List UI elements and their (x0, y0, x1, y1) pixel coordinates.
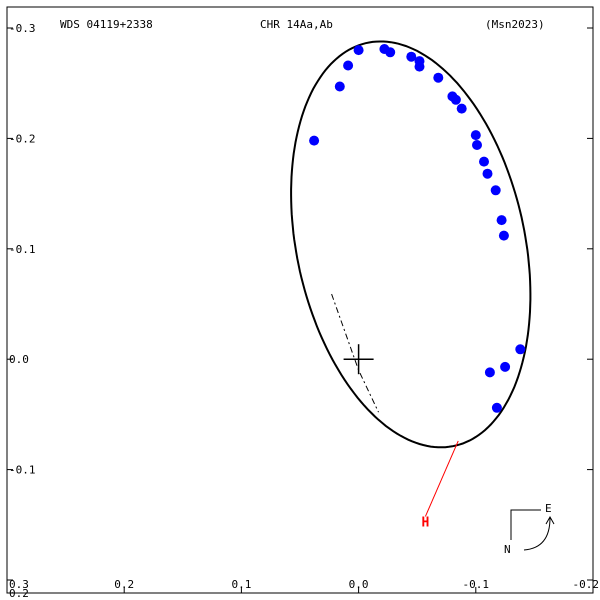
observation-point (472, 140, 482, 150)
observation-point (385, 47, 396, 58)
compass-arrow (523, 517, 551, 551)
observation-point (490, 185, 501, 196)
residual-lines (310, 44, 524, 412)
periastron-marker: H (421, 440, 459, 530)
compass-east-label: E (545, 502, 552, 515)
y-tick-label: -0.1 (9, 243, 36, 256)
y-axis-ticks: -0.3 -0.2 -0.1 0.0 -0.1 0.2 (7, 22, 593, 600)
y-tick-label: -0.3 (9, 22, 36, 35)
x-tick-label: -0.2 (573, 578, 600, 591)
compass-north-label: N (504, 543, 511, 556)
observation-point (353, 45, 364, 56)
x-tick-label: 0.3 (9, 578, 29, 591)
observation-point (309, 135, 320, 146)
observation-point (450, 94, 461, 105)
x-tick-label: 0.0 (349, 578, 369, 591)
primary-star-cross (343, 344, 374, 375)
y-tick-label: 0.0 (9, 353, 29, 366)
reference-label: (Msn2023) (485, 18, 545, 31)
observation-point (456, 103, 467, 114)
plot-frame (6, 6, 594, 594)
observation-points (309, 44, 526, 413)
observation-point (470, 130, 481, 141)
discoverer-label: CHR 14Aa,Ab (260, 18, 333, 31)
x-tick-label: 0.1 (231, 578, 251, 591)
y-tick-label: -0.2 (9, 132, 36, 145)
y-tick-label: 0.2 (9, 587, 29, 600)
observation-point (433, 72, 444, 83)
wds-id-label: WDS 04119+2338 (60, 18, 153, 31)
x-axis-ticks: 0.3 0.2 0.1 0.0 -0.1 -0.2 (6, 578, 600, 593)
observation-point (496, 215, 507, 226)
x-tick-label: -0.1 (463, 578, 490, 591)
observation-point (406, 51, 417, 62)
observation-point (515, 344, 526, 355)
observation-point (343, 60, 354, 71)
observation-point (414, 61, 425, 72)
observation-point (334, 81, 345, 92)
orbit-ellipse (290, 40, 532, 449)
observation-point (482, 168, 493, 179)
observation-point (500, 361, 511, 372)
compass-axes (510, 509, 541, 540)
compass: N E (504, 502, 555, 556)
y-tick-label: -0.1 (9, 464, 36, 477)
x-tick-label: 0.2 (114, 578, 134, 591)
periastron-line (424, 440, 459, 517)
periastron-label: H (421, 515, 429, 530)
compass-arrowhead-icon (545, 515, 555, 525)
observation-point (479, 156, 489, 167)
observation-point (498, 230, 509, 241)
observation-point (491, 402, 502, 413)
observation-point (484, 367, 495, 378)
